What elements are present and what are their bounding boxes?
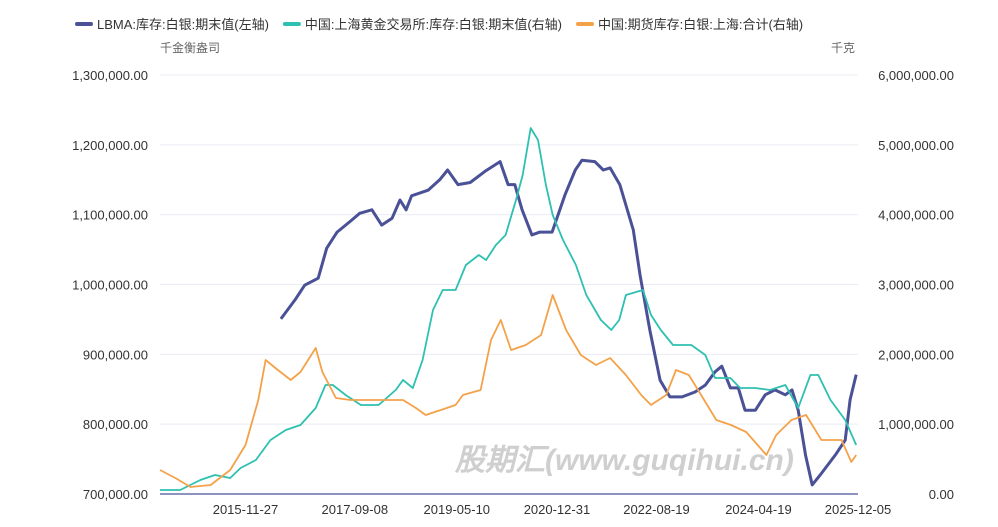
legend-label[interactable]: 中国:期货库存:白银:上海:合计(右轴): [598, 17, 803, 32]
legend-label[interactable]: LBMA:库存:白银:期末值(左轴): [97, 17, 269, 32]
x-tick-label: 2025-12-05: [825, 502, 892, 517]
right-tick-label: 0.00: [929, 487, 954, 502]
series-line-0: [279, 158, 858, 487]
left-tick-label: 1,100,000.00: [72, 208, 148, 223]
right-tick-label: 5,000,000.00: [878, 138, 954, 153]
x-axis: 2015-11-27 2017-09-08 2019-05-10 2020-12-31…: [160, 493, 892, 517]
legend-label[interactable]: 中国:上海黄金交易所:库存:白银:期末值(右轴): [305, 17, 562, 32]
left-tick-label: 1,300,000.00: [72, 68, 148, 83]
right-axis-unit: 千克: [831, 41, 855, 55]
grid: [160, 74, 858, 425]
legend-swatch[interactable]: [75, 22, 93, 26]
right-axis: 0.00 1,000,000.00 2,000,000.00 3,000,000.00…: [878, 68, 954, 502]
legend[interactable]: LBMA:库存:白银:期末值(左轴) 中国:上海黄金交易所:库存:白银:期末值(右…: [75, 17, 803, 32]
right-tick-label: 3,000,000.00: [878, 278, 954, 293]
series-line-1: [160, 127, 858, 491]
right-tick-label: 2,000,000.00: [878, 347, 954, 362]
legend-swatch[interactable]: [282, 22, 301, 26]
series-line-2: [159, 294, 857, 488]
legend-swatch[interactable]: [576, 22, 595, 26]
watermark: 股期汇(www.guqihui.cn): [454, 444, 794, 477]
left-tick-label: 700,000.00: [83, 487, 148, 502]
x-tick-label: 2020-12-31: [524, 502, 591, 517]
left-axis-unit: 千金衡盎司: [160, 40, 220, 55]
left-tick-label: 1,000,000.00: [72, 278, 148, 293]
x-tick-label: 2019-05-10: [424, 502, 491, 517]
right-tick-label: 6,000,000.00: [878, 68, 954, 83]
x-tick-label: 2017-09-08: [322, 502, 389, 517]
right-tick-label: 1,000,000.00: [878, 417, 954, 432]
left-axis: 700,000.00 800,000.00 900,000.00 1,000,000.…: [72, 68, 148, 502]
x-tick-label: 2015-11-27: [213, 502, 279, 517]
left-tick-label: 800,000.00: [83, 417, 148, 432]
x-tick-label: 2022-08-19: [623, 502, 690, 517]
right-tick-label: 4,000,000.00: [878, 208, 954, 223]
x-tick-label: 2024-04-19: [725, 502, 792, 517]
left-tick-label: 900,000.00: [83, 347, 148, 362]
series-lines: [159, 127, 858, 491]
left-tick-label: 1,200,000.00: [72, 138, 148, 153]
